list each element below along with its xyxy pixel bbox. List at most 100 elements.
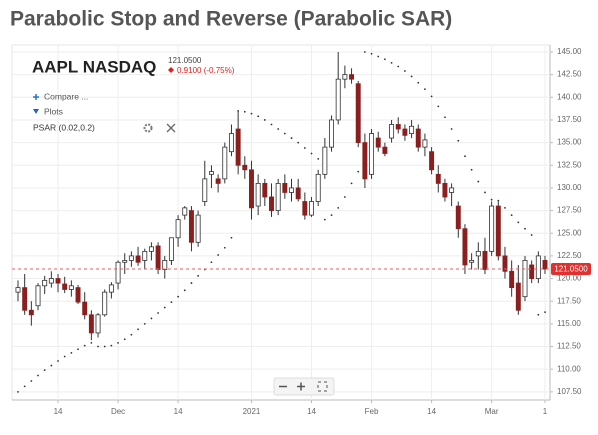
x-tick-label: 14 (427, 407, 436, 416)
psar-dot (77, 348, 79, 351)
psar-dot (477, 180, 480, 183)
indicator-label: PSAR (0.02,0.2) (33, 122, 95, 132)
psar-dot (404, 70, 406, 72)
psar-dot (390, 61, 393, 64)
psar-dot (310, 152, 313, 155)
candle-body (269, 196, 274, 211)
candle-body (469, 260, 475, 263)
candle-body (75, 287, 81, 303)
psar-dot (470, 168, 473, 171)
psar-dot (250, 112, 253, 115)
candle-body (449, 187, 455, 193)
y-tick-label: 110.00 (557, 364, 581, 373)
psar-dot (37, 374, 39, 377)
candle-body (429, 151, 435, 171)
psar-dot (383, 58, 386, 61)
candle-body (208, 171, 214, 175)
psar-dot (490, 198, 493, 201)
psar-dot (137, 328, 139, 331)
psar-dot (317, 158, 320, 160)
zoom-reset[interactable] (317, 381, 328, 392)
psar-dot (323, 218, 326, 221)
candle-body (442, 182, 448, 198)
candle-body (375, 137, 381, 148)
plots-icon[interactable] (33, 109, 39, 114)
plots-button[interactable]: Plots (44, 106, 63, 116)
candle-body (128, 255, 134, 261)
psar-dot (484, 191, 486, 194)
zoom-controls (273, 377, 335, 396)
psar-dot (97, 345, 99, 348)
candle-body (349, 74, 355, 80)
psar-dot (57, 360, 59, 362)
candle-body (342, 74, 348, 80)
y-tick-label: 132.50 (557, 160, 582, 169)
y-tick-label: 120.00 (557, 274, 582, 283)
candle-body (389, 124, 395, 139)
candle-body (502, 255, 508, 272)
psar-dot (370, 52, 373, 55)
candle-body (282, 182, 288, 193)
psar-dot (23, 385, 26, 388)
psar-dot (130, 333, 133, 336)
candle-body (355, 83, 361, 144)
psar-dot (90, 342, 93, 344)
change: 0.9100 (-0.75%) (177, 66, 235, 75)
remove-icon[interactable] (166, 123, 176, 133)
candle-body (535, 255, 541, 279)
candle-body (522, 260, 528, 298)
psar-dot (524, 227, 526, 230)
psar-dot (343, 196, 346, 198)
psar-dot (464, 155, 466, 158)
candle-body (102, 291, 108, 316)
compare-button[interactable]: Compare ... (44, 91, 88, 101)
candle-body (148, 246, 154, 252)
chart-title: Parabolic Stop and Reverse (Parabolic SA… (10, 8, 452, 31)
candle-body (35, 285, 41, 307)
psar-dot (210, 261, 213, 264)
x-tick-label: 14 (307, 407, 316, 416)
candle-body (229, 133, 234, 153)
candle-body (135, 255, 141, 263)
y-tick-label: 130.00 (557, 183, 582, 192)
candle-body (382, 146, 388, 154)
psar-dot (230, 236, 233, 239)
candle-body (48, 278, 54, 284)
last-price-label: 121.0500 (554, 265, 588, 274)
y-tick-label: 112.50 (557, 342, 581, 351)
candle-body (509, 270, 515, 289)
psar-dot (257, 115, 260, 118)
candle-body (195, 214, 201, 243)
candle-body (409, 125, 415, 134)
psar-dot (397, 65, 400, 68)
candle-body (28, 309, 34, 316)
psar-dot (297, 141, 300, 144)
down-icon (168, 67, 174, 73)
psar-dot (197, 274, 200, 277)
psar-dot (497, 199, 500, 202)
candle-body (215, 178, 221, 184)
candle-body (495, 205, 501, 257)
y-tick-label: 117.50 (557, 296, 581, 305)
symbol: AAPL NASDAQ (32, 57, 156, 76)
candle-body (462, 228, 468, 266)
settings-icon[interactable] (143, 123, 153, 133)
psar-dot (117, 342, 119, 344)
grid (12, 45, 550, 400)
y-tick-label: 137.50 (557, 115, 582, 124)
psar-dot (190, 282, 193, 284)
psar-dot (43, 369, 46, 371)
candle-body (249, 169, 254, 209)
psar-dot (177, 295, 180, 298)
psar-dot (410, 75, 413, 78)
y-tick-label: 122.50 (557, 251, 582, 260)
psar-dot (223, 246, 226, 249)
psar-dot (377, 55, 380, 58)
psar-dot (417, 81, 420, 84)
y-tick-label: 125.00 (557, 228, 582, 237)
candle-body (202, 178, 208, 202)
psar-dot (263, 119, 266, 121)
candle-body (289, 187, 294, 193)
candle-body (322, 146, 328, 175)
x-tick-label: Mar (485, 407, 499, 416)
